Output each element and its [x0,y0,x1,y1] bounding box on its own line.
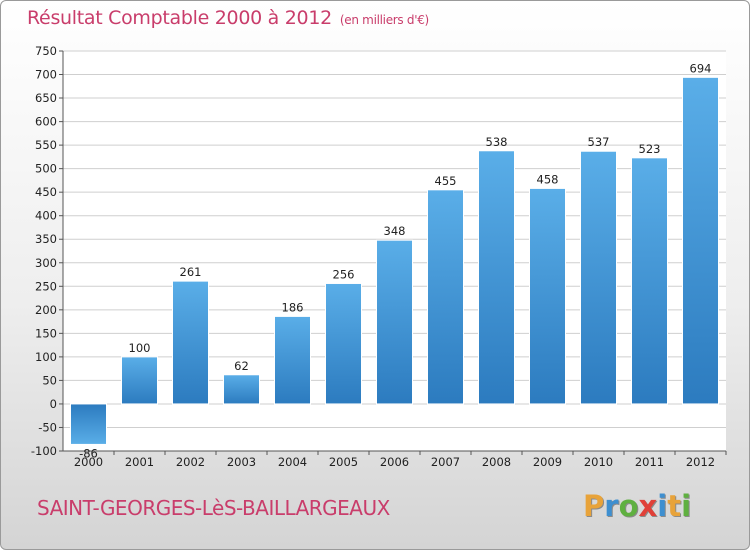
data-label: 62 [234,359,249,373]
y-tick-label: 0 [50,397,57,411]
data-label: 256 [333,267,355,281]
commune-name: SAINT-GEORGES-LèS-BAILLARGEAUX [37,496,390,520]
bar-2007 [427,189,464,405]
bar-2001 [121,356,158,405]
logo-letter: P [583,489,605,523]
chart-title-text: Résultat Comptable 2000 à 2012 [27,7,332,29]
logo-letter: i [657,489,668,523]
data-label: 455 [435,174,457,188]
bar-2002 [172,280,209,405]
chart-title: Résultat Comptable 2000 à 2012 (en millie… [27,7,429,29]
logo-letter: x [638,489,658,523]
y-tick-label: 200 [35,303,57,317]
bar-2006 [376,239,413,405]
y-tick-label: 550 [35,138,57,152]
data-label: 538 [486,135,508,149]
y-tick-label: 600 [35,115,57,129]
x-tick-label: 2001 [125,455,154,469]
bar-2011 [631,157,668,405]
data-label: 694 [690,61,712,75]
logo-letter: o [618,489,639,523]
bar-2000 [70,403,107,445]
y-tick-label: 300 [35,256,57,270]
x-tick-label: 2005 [329,455,358,469]
bar-2005 [325,282,362,405]
y-tick-label: 100 [35,350,57,364]
logo-letter: i [681,489,692,523]
bar-2009 [529,187,566,405]
data-label: 100 [129,341,151,355]
x-tick-label: 2009 [533,455,562,469]
logo-letter: r [604,489,619,523]
x-tick-label: 2010 [584,455,613,469]
data-label: 186 [282,300,304,314]
data-label: 523 [639,142,661,156]
data-label: 458 [537,172,559,186]
data-label: 537 [588,135,610,149]
x-tick-label: 2003 [227,455,256,469]
proxiti-logo: Proxiti [583,489,691,523]
y-tick-label: 50 [42,373,57,387]
chart-subtitle: (en milliers d'€) [339,13,429,27]
y-tick-label: 150 [35,326,57,340]
y-tick-label: -100 [31,444,57,458]
y-tick-label: 500 [35,162,57,176]
y-tick-label: 400 [35,209,57,223]
data-label: 348 [384,224,406,238]
x-tick-label: 2002 [176,455,205,469]
x-tick-label: 2006 [380,455,409,469]
y-tick-label: 350 [35,232,57,246]
y-tick-label: 250 [35,279,57,293]
x-tick-label: 2000 [74,455,103,469]
y-tick-label: 650 [35,91,57,105]
bar-2004 [274,315,311,405]
x-tick-label: 2011 [635,455,664,469]
x-tick-label: 2012 [686,455,715,469]
data-label: -86 [79,446,98,460]
bar-2008 [478,150,515,405]
bar-2010 [580,150,617,405]
x-tick-label: 2004 [278,455,307,469]
x-tick-label: 2008 [482,455,511,469]
y-tick-label: 450 [35,185,57,199]
x-tick-label: 2007 [431,455,460,469]
y-tick-label: -50 [38,420,57,434]
y-tick-label: 700 [35,68,57,82]
bar-2003 [223,374,260,405]
y-tick-label: 750 [35,44,57,58]
logo-letter: t [667,489,682,523]
data-label: 261 [180,265,202,279]
bar-2012 [682,76,719,405]
